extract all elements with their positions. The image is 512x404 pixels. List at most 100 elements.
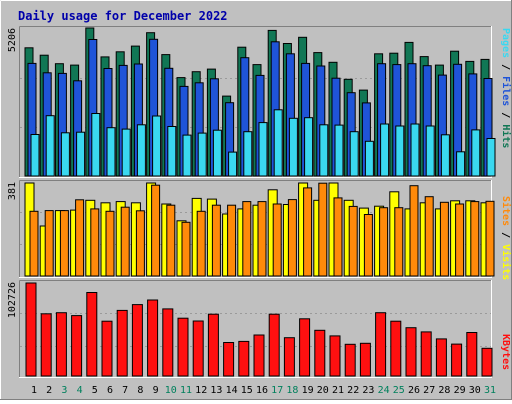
day-tick-label: 26	[408, 385, 420, 396]
kbytes-bar	[329, 335, 341, 377]
day-tick-label: 15	[241, 385, 253, 396]
pages-bar	[197, 132, 207, 177]
pages-bar	[380, 123, 390, 177]
sites-bar	[409, 185, 419, 277]
hits-files-pages-panel	[19, 26, 496, 178]
day-tick-label: 24	[378, 385, 390, 396]
svg-text:Sites / Visits: Sites / Visits	[500, 196, 512, 280]
sites-visits-panel	[19, 180, 495, 278]
sites-bar	[394, 207, 404, 277]
day-tick-label: 3	[61, 385, 67, 396]
kbytes-bar	[55, 312, 67, 377]
sites-bar	[90, 208, 100, 277]
day-tick-label: 28	[438, 385, 450, 396]
sites-bar	[379, 207, 389, 277]
visits-axis-label: Visits	[500, 244, 512, 280]
pages-bar	[152, 115, 162, 177]
day-tick-label: 7	[122, 385, 128, 396]
pages-bar	[45, 115, 55, 177]
pages-bar	[91, 113, 101, 177]
kbytes-bar	[390, 320, 402, 377]
pages-bar	[182, 134, 192, 177]
sites-bar	[166, 204, 176, 277]
kbytes-bar	[207, 313, 219, 377]
kbytes-bar	[116, 309, 128, 377]
day-tick-label: 21	[332, 385, 344, 396]
kbytes-bar	[451, 343, 463, 377]
pages-bar	[212, 129, 222, 177]
sites-bar	[303, 187, 313, 277]
axis-label-separator: /	[500, 58, 511, 76]
pages-bar	[106, 127, 116, 177]
sites-bar	[120, 206, 130, 277]
hits-max-label: 5206	[7, 28, 18, 52]
kbytes-bar	[40, 313, 52, 377]
pages-bar	[30, 134, 40, 177]
axis-label-separator: /	[500, 106, 511, 124]
pages-bar	[319, 124, 329, 177]
day-tick-label: 30	[469, 385, 481, 396]
day-tick-label: 1	[31, 385, 37, 396]
sites-bar	[455, 203, 465, 277]
kbytes-bar	[344, 343, 356, 377]
sites-bar	[348, 205, 358, 277]
kbytes-bar	[238, 340, 250, 377]
day-tick-label: 9	[153, 385, 159, 396]
sites-bar	[287, 199, 297, 277]
axis-label-separator: /	[500, 226, 511, 244]
pages-bar	[136, 124, 146, 177]
sites-bar	[181, 221, 191, 277]
pages-bar	[440, 134, 450, 177]
day-tick-label: 8	[137, 385, 143, 396]
pages-bar	[304, 117, 314, 177]
pages-bar	[334, 124, 344, 177]
pages-bar	[258, 122, 268, 177]
sites-bar	[439, 201, 449, 277]
sites-bar	[470, 201, 480, 277]
day-tick-label: 18	[286, 385, 298, 396]
sites-bar	[333, 197, 343, 277]
pages-bar	[456, 151, 466, 177]
kbytes-bar	[466, 332, 478, 377]
visits-max-label: 381	[7, 182, 18, 200]
sites-bar	[227, 204, 237, 277]
sites-bar	[485, 200, 495, 277]
day-tick-label: 22	[347, 385, 359, 396]
kbytes-bar	[405, 327, 417, 377]
kbytes-bar	[192, 320, 204, 377]
day-tick-label: 17	[271, 385, 283, 396]
pages-bar	[243, 131, 253, 177]
day-tick-label: 5	[92, 385, 98, 396]
kbytes-bar	[314, 329, 326, 377]
kbytes-bar	[253, 334, 265, 377]
pages-bar	[349, 131, 359, 177]
kbytes-max-label: 102726	[7, 282, 18, 318]
pages-bar	[486, 138, 496, 177]
pages-bar	[60, 132, 70, 177]
kbytes-bar	[268, 313, 280, 377]
pages-axis-label: Pages	[500, 28, 511, 58]
day-tick-label: 14	[226, 385, 238, 396]
day-tick-label: 19	[302, 385, 314, 396]
day-tick-label: 27	[423, 385, 435, 396]
pages-bar	[471, 129, 481, 177]
kbytes-bar	[147, 299, 159, 377]
pages-bar	[364, 140, 374, 177]
kbytes-bar	[299, 318, 311, 377]
sites-bar	[196, 210, 206, 277]
day-tick-label: 16	[256, 385, 268, 396]
sites-bar	[44, 210, 54, 277]
sites-bar	[242, 201, 252, 277]
day-tick-label: 13	[210, 385, 222, 396]
day-tick-label: 10	[165, 385, 177, 396]
pages-bar	[410, 123, 420, 177]
sites-bar	[272, 203, 282, 277]
day-tick-label: 4	[77, 385, 83, 396]
day-tick-label: 23	[362, 385, 374, 396]
sites-bar	[151, 184, 161, 277]
kbytes-panel	[19, 280, 493, 378]
svg-text:Pages / Files / Hits: Pages / Files / Hits	[500, 28, 512, 148]
sites-bar	[135, 210, 145, 277]
kbytes-bar	[420, 331, 432, 377]
